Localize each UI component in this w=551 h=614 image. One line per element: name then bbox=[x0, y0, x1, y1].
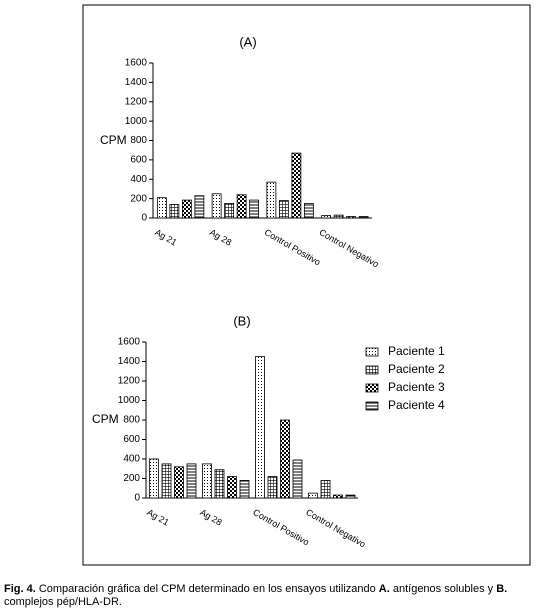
y-tick-label: 0 bbox=[134, 493, 140, 504]
bar bbox=[186, 463, 197, 499]
caption-part: Comparación gráfica del CPM determinado … bbox=[35, 583, 379, 595]
legend-label: Paciente 2 bbox=[388, 362, 445, 376]
y-tick-label: 200 bbox=[130, 193, 147, 204]
bar bbox=[181, 199, 192, 219]
legend-swatch bbox=[365, 383, 379, 393]
bar bbox=[358, 216, 369, 219]
bar bbox=[174, 466, 184, 499]
legend-swatch bbox=[365, 365, 379, 375]
caption-part: antígenos solubles y bbox=[389, 583, 497, 595]
chart-title: (B) bbox=[233, 313, 250, 328]
frame bbox=[82, 4, 531, 566]
figure: (A) CPM 0 200 400 600 800 1000 1200 1400 1600 Ag 21… bbox=[82, 4, 531, 566]
y-tick-label: 1600 bbox=[125, 58, 148, 69]
legend-swatch bbox=[365, 347, 379, 357]
legend-label: Paciente 3 bbox=[388, 380, 445, 394]
caption-part: Fig. 4. bbox=[4, 583, 36, 595]
bar bbox=[308, 492, 318, 499]
bar bbox=[211, 193, 222, 219]
bar bbox=[169, 204, 180, 219]
bar bbox=[345, 494, 356, 499]
y-tick-label: 600 bbox=[130, 155, 147, 166]
bar bbox=[224, 203, 235, 219]
y-tick-label: 200 bbox=[123, 473, 140, 484]
bar bbox=[214, 469, 225, 499]
bar bbox=[321, 215, 332, 219]
y-axis-label: CPM bbox=[100, 133, 127, 147]
y-tick-label: 400 bbox=[130, 174, 147, 185]
bar bbox=[249, 199, 260, 219]
y-tick-label: 600 bbox=[123, 434, 140, 445]
y-tick-label: 1200 bbox=[118, 376, 141, 387]
y-tick-label: 1200 bbox=[125, 96, 148, 107]
caption-part: complejos pép/HLA-DR. bbox=[4, 596, 122, 608]
bar bbox=[291, 152, 302, 219]
y-tick-label: 1400 bbox=[118, 356, 141, 367]
x-tick-label: Ag 21 bbox=[153, 227, 178, 247]
y-tick-label: 800 bbox=[130, 135, 147, 146]
legend-label: Paciente 4 bbox=[388, 398, 445, 412]
bar bbox=[346, 216, 357, 219]
caption: Fig. 4. Comparación gráfica del CPM dete… bbox=[4, 583, 549, 609]
bar bbox=[239, 480, 250, 499]
x-tick-label: Ag 21 bbox=[145, 507, 170, 527]
bar bbox=[149, 458, 159, 499]
x-tick-label: Ag 28 bbox=[198, 507, 223, 527]
bar bbox=[333, 494, 343, 499]
y-tick-label: 0 bbox=[141, 213, 147, 224]
y-tick-label: 1600 bbox=[118, 337, 141, 348]
legend-label: Paciente 1 bbox=[388, 344, 445, 358]
y-tick-label: 1000 bbox=[118, 395, 141, 406]
chart-title: (A) bbox=[239, 34, 256, 49]
bar bbox=[303, 203, 314, 219]
caption-part: A. bbox=[378, 583, 390, 595]
legend-swatch bbox=[365, 401, 379, 411]
x-tick-label: Ag 28 bbox=[208, 227, 233, 247]
bar bbox=[266, 181, 277, 219]
x-tick-label: Control Negativo bbox=[317, 227, 380, 269]
y-axis-label: CPM bbox=[92, 412, 119, 426]
bar bbox=[320, 480, 331, 499]
y-tick-label: 800 bbox=[123, 415, 140, 426]
bar bbox=[156, 197, 167, 219]
bar bbox=[267, 476, 278, 499]
bar bbox=[255, 356, 265, 499]
caption-part: B. bbox=[496, 583, 508, 595]
bar bbox=[194, 195, 205, 219]
bar bbox=[292, 459, 303, 499]
bar bbox=[202, 463, 212, 499]
x-tick-label: Control Positivo bbox=[251, 507, 311, 547]
bar bbox=[278, 200, 289, 219]
y-tick-label: 1000 bbox=[125, 116, 148, 127]
bar bbox=[236, 194, 247, 219]
bar bbox=[161, 463, 172, 499]
bar bbox=[227, 476, 237, 499]
y-tick-label: 1400 bbox=[125, 77, 148, 88]
y-tick-label: 400 bbox=[123, 454, 140, 465]
bar bbox=[280, 419, 290, 499]
x-tick-label: Control Negativo bbox=[304, 507, 367, 549]
x-tick-label: Control Positivo bbox=[263, 227, 323, 267]
bar bbox=[333, 214, 344, 219]
